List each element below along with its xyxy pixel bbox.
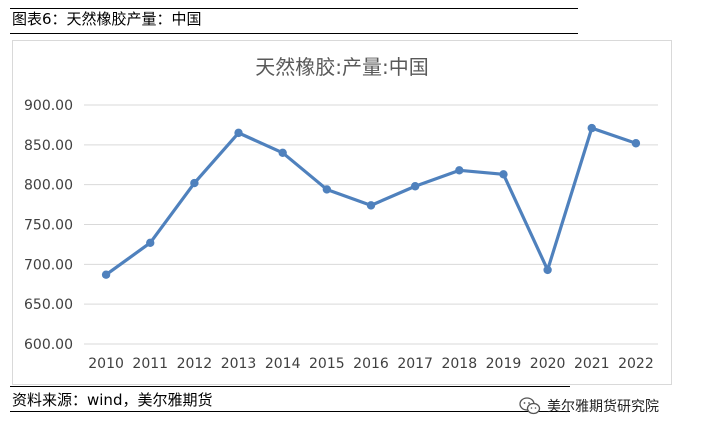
data-point	[234, 128, 243, 138]
data-point	[322, 185, 332, 194]
source-bottom-rule	[10, 411, 570, 412]
data-point	[366, 201, 376, 210]
watermark: 美尔雅期货研究院	[519, 396, 659, 416]
watermark-text: 美尔雅期货研究院	[547, 399, 659, 415]
data-point	[631, 139, 641, 148]
x-axis-ticks: 2010 2011 2012 2013 2014 2015 2016 2017 2018 2019…	[88, 356, 653, 372]
line-chart: 天然橡胶:产量:中国 600.00 650.00 700.00 750.00 800.0…	[24, 55, 658, 372]
y-tick-label: 700.00	[24, 257, 73, 273]
x-tick-label: 2022	[618, 356, 654, 372]
x-tick-label: 2014	[265, 356, 301, 372]
x-tick-label: 2021	[574, 356, 610, 372]
source-top-rule	[10, 386, 570, 387]
y-axis-ticks: 600.00 650.00 700.00 750.00 800.00 850.00 900.…	[24, 98, 73, 353]
x-tick-label: 2016	[353, 356, 389, 372]
figure-caption: 图表6：天然橡胶产量：中国	[12, 10, 202, 28]
x-tick-label: 2011	[132, 356, 168, 372]
series-layer	[101, 123, 641, 279]
caption-top-rule	[10, 8, 578, 9]
source-note: 资料来源：wind，美尔雅期货	[12, 391, 213, 409]
chart-frame	[12, 40, 672, 385]
y-tick-label: 800.00	[24, 178, 73, 194]
y-tick-label: 600.00	[24, 337, 73, 353]
x-tick-label: 2013	[221, 356, 257, 372]
x-tick-label: 2010	[88, 356, 124, 372]
x-tick-label: 2018	[441, 356, 477, 372]
data-point	[190, 178, 199, 188]
gridlines	[84, 104, 658, 345]
x-tick-label: 2015	[309, 356, 345, 372]
caption-bottom-rule	[10, 33, 578, 34]
data-point	[146, 238, 155, 248]
y-tick-label: 750.00	[24, 218, 73, 234]
chart-title: 天然橡胶:产量:中国	[255, 55, 428, 79]
wechat-icon	[519, 397, 541, 415]
data-point	[543, 265, 552, 275]
data-point	[587, 123, 596, 133]
y-tick-label: 900.00	[24, 98, 73, 114]
x-tick-label: 2019	[486, 356, 522, 372]
x-tick-label: 2012	[177, 356, 213, 372]
data-point	[101, 270, 111, 279]
x-tick-label: 2020	[530, 356, 566, 372]
data-point	[499, 170, 508, 179]
data-point	[455, 166, 464, 175]
data-point	[410, 182, 420, 191]
y-tick-label: 650.00	[24, 297, 73, 313]
data-point	[278, 148, 287, 157]
x-tick-label: 2017	[397, 356, 433, 372]
y-tick-label: 850.00	[24, 138, 73, 154]
